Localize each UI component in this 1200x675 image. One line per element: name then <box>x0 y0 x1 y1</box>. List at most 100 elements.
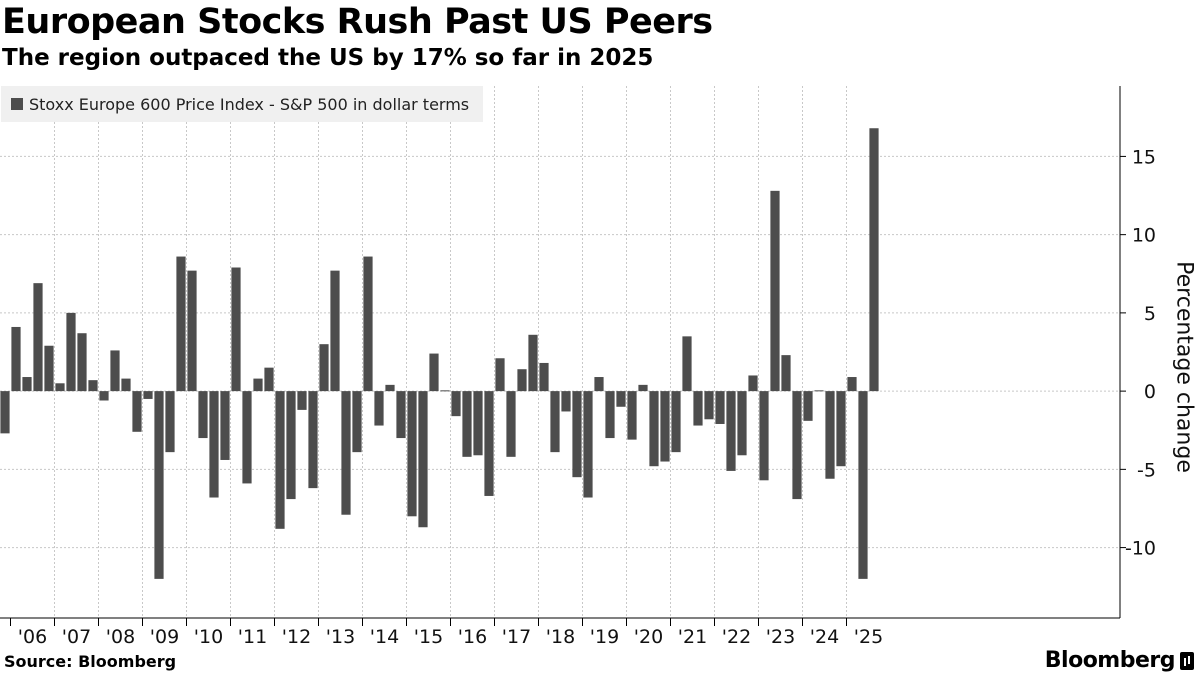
bar <box>429 353 439 392</box>
y-tick-label: 10 <box>1132 225 1156 247</box>
bar <box>561 391 571 412</box>
x-tick-label: '13 <box>326 626 355 648</box>
bar <box>220 391 230 460</box>
bar <box>803 391 813 421</box>
x-tick-label: '19 <box>590 626 619 648</box>
bar <box>11 326 21 392</box>
gridlines <box>0 86 1120 618</box>
bloomberg-mark-icon <box>1180 651 1194 670</box>
y-axis: 15 10 5 0 -5 -10 <box>1119 86 1156 618</box>
bar <box>792 391 802 500</box>
x-tick-label: '12 <box>282 626 311 648</box>
bar <box>198 391 208 439</box>
bar <box>517 369 527 392</box>
brand-name: Bloomberg <box>1044 648 1176 673</box>
x-tick-label: '18 <box>546 626 575 648</box>
bar <box>418 391 428 528</box>
bar <box>110 350 120 392</box>
x-axis: '06 '07 '08 '09 '10 '11 '12 '13 '14 '15 '16 '17 '18 '… <box>0 617 1120 648</box>
bar <box>154 391 164 579</box>
x-tick-label: '10 <box>194 626 223 648</box>
bloomberg-logo: Bloomberg <box>1045 648 1194 673</box>
x-tick-label: '24 <box>810 626 839 648</box>
bar <box>748 375 758 392</box>
x-tick-label: '23 <box>766 626 795 648</box>
x-tick-label: '25 <box>854 626 883 648</box>
bar <box>451 391 461 417</box>
bar <box>781 355 791 392</box>
bars <box>0 128 879 579</box>
bar <box>363 256 373 392</box>
source-note: Source: Bloomberg <box>4 652 177 671</box>
bar <box>605 391 615 439</box>
bar <box>275 391 285 529</box>
bar <box>660 391 670 462</box>
x-tick-label: '21 <box>678 626 707 648</box>
bar <box>143 391 153 399</box>
bar <box>825 391 835 479</box>
bar <box>506 391 516 457</box>
bar <box>308 391 318 489</box>
bar <box>627 391 637 440</box>
bar <box>319 344 329 392</box>
bar <box>550 391 560 453</box>
bar <box>22 377 32 392</box>
bar <box>407 391 417 517</box>
x-tick-label: '16 <box>458 626 487 648</box>
bar <box>88 380 98 392</box>
bar <box>242 391 252 484</box>
x-tick-label: '11 <box>238 626 267 648</box>
bar <box>187 270 197 392</box>
x-tick-label: '06 <box>18 626 47 648</box>
bar <box>594 377 604 392</box>
bar <box>726 391 736 471</box>
bar <box>440 390 450 392</box>
y-tick-label: 15 <box>1132 146 1156 168</box>
chart-title: European Stocks Rush Past US Peers <box>2 2 713 42</box>
x-tick-label: '14 <box>370 626 399 648</box>
bar <box>528 334 538 392</box>
x-tick-label: '15 <box>414 626 443 648</box>
bar <box>231 267 241 392</box>
y-tick-label: 0 <box>1144 381 1156 403</box>
bar <box>770 190 780 392</box>
bar <box>462 391 472 457</box>
bar <box>341 391 351 515</box>
x-tick-label: '09 <box>150 626 179 648</box>
bar <box>264 367 274 392</box>
x-tick-label: '22 <box>722 626 751 648</box>
bar <box>858 391 868 579</box>
bar <box>330 270 340 392</box>
bar <box>616 391 626 407</box>
bar <box>682 336 692 392</box>
bar <box>176 256 186 392</box>
bar <box>572 391 582 478</box>
bar <box>847 377 857 392</box>
bar <box>583 391 593 498</box>
bar <box>693 391 703 426</box>
x-tick-label: '20 <box>634 626 663 648</box>
bar <box>121 378 131 392</box>
bar <box>737 391 747 456</box>
bar <box>253 378 263 392</box>
bar <box>77 333 87 392</box>
bar <box>759 391 769 481</box>
bar <box>286 391 296 500</box>
bar <box>132 391 142 432</box>
bar <box>484 391 494 496</box>
bar <box>352 391 362 453</box>
x-tick-label: '17 <box>502 626 531 648</box>
bar <box>0 391 10 434</box>
bar <box>374 391 384 426</box>
bar <box>385 384 395 392</box>
bar <box>33 283 43 392</box>
bar <box>55 383 65 392</box>
bar <box>297 391 307 410</box>
bar <box>165 391 175 453</box>
bar <box>704 391 714 420</box>
x-tick-label: '07 <box>62 626 91 648</box>
bar <box>814 390 824 392</box>
bar <box>44 345 54 392</box>
bar <box>66 312 76 392</box>
legend-swatch <box>11 98 23 110</box>
